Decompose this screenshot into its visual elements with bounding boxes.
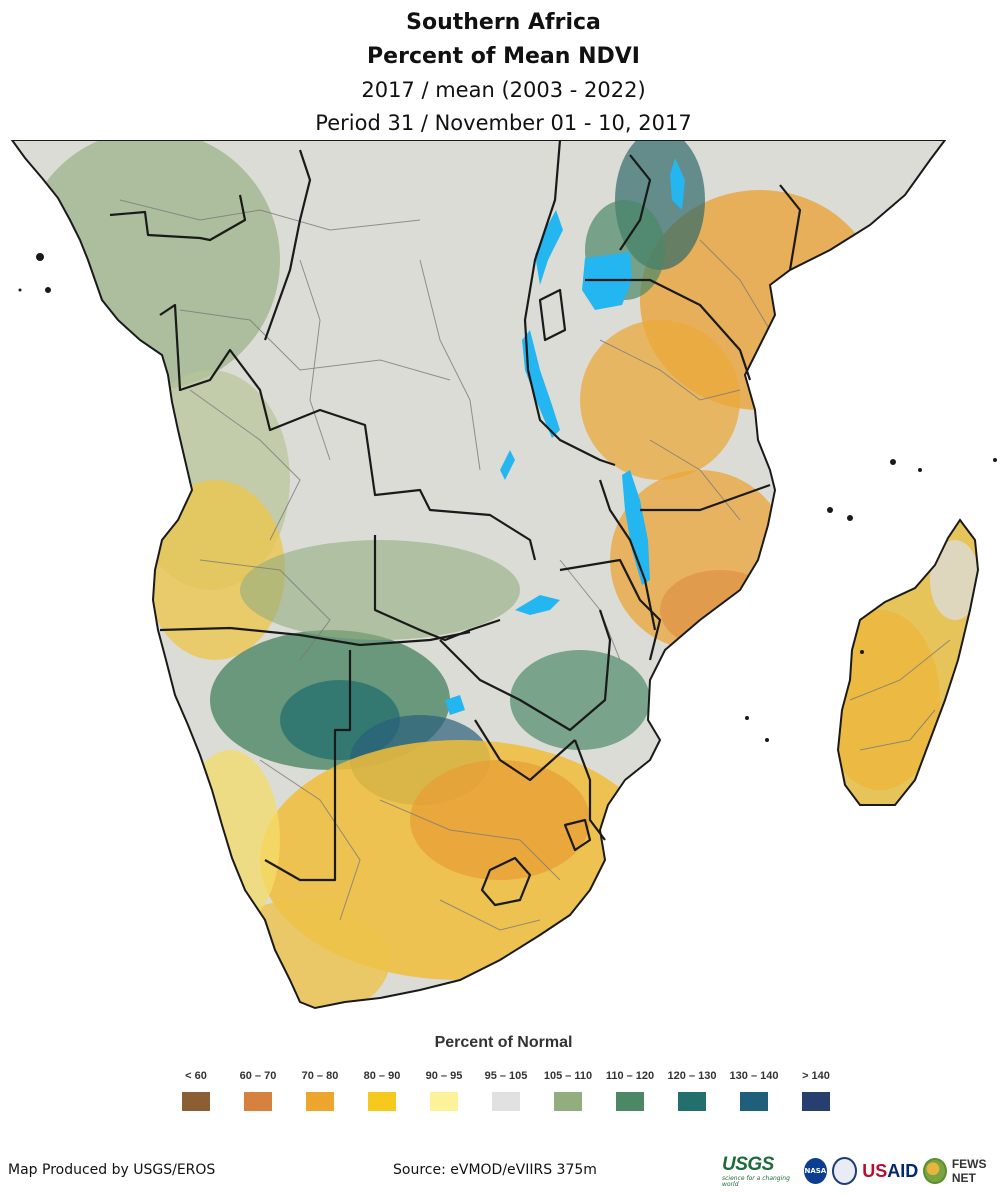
legend-item: 130 – 140 — [723, 1068, 785, 1111]
legend-swatch — [616, 1092, 644, 1111]
legend-label: 70 – 80 — [301, 1070, 339, 1082]
legend-swatch — [244, 1092, 272, 1111]
legend-label: 130 – 140 — [729, 1070, 779, 1082]
legend-swatch — [740, 1092, 768, 1111]
legend-swatch — [678, 1092, 706, 1111]
legend-label: 105 – 110 — [543, 1070, 593, 1082]
legend-swatch — [492, 1092, 520, 1111]
noaa-seal-icon — [831, 1157, 858, 1185]
usgs-logo: USGS science for a changing world — [722, 1154, 790, 1188]
legend-label: 90 – 95 — [425, 1070, 463, 1082]
usaid-logo: USAID — [862, 1160, 919, 1181]
legend-item: < 60 — [165, 1068, 227, 1111]
title-metric: Percent of Mean NDVI — [367, 44, 640, 69]
data-source: Source: eVMOD/eVIIRS 375m — [393, 1162, 597, 1178]
legend-swatch — [554, 1092, 582, 1111]
legend-label: < 60 — [185, 1070, 207, 1082]
legend-item: 95 – 105 — [475, 1068, 537, 1111]
title-region: Southern Africa — [406, 10, 601, 35]
legend-label: 60 – 70 — [239, 1070, 277, 1082]
legend-item: 80 – 90 — [351, 1068, 413, 1111]
ndvi-map — [11, 140, 997, 1009]
nasa-logo: NASA — [803, 1158, 827, 1184]
legend-swatch — [306, 1092, 334, 1111]
legend: < 60 60 – 70 70 – 80 80 – 90 90 – 95 95 – 105… — [165, 1068, 845, 1118]
legend-item: 70 – 80 — [289, 1068, 351, 1111]
title-years: 2017 / mean (2003 - 2022) — [361, 78, 646, 102]
legend-label: > 140 — [802, 1070, 830, 1082]
logo-strip: USGS science for a changing world NASA U… — [722, 1154, 1007, 1188]
map-title-block: Southern Africa Percent of Mean NDVI 201… — [0, 6, 1007, 140]
legend-item: 90 – 95 — [413, 1068, 475, 1111]
legend-title: Percent of Normal — [434, 1034, 573, 1051]
legend-swatch — [368, 1092, 396, 1111]
fews-globe-icon — [923, 1158, 947, 1184]
map-credit: Map Produced by USGS/EROS — [8, 1162, 216, 1178]
legend-label: 95 – 105 — [484, 1070, 528, 1082]
legend-label: 110 – 120 — [605, 1070, 655, 1082]
legend-item: 120 – 130 — [661, 1068, 723, 1111]
legend-swatch — [430, 1092, 458, 1111]
legend-label: 80 – 90 — [363, 1070, 401, 1082]
legend-item: 105 – 110 — [537, 1068, 599, 1111]
legend-swatch — [802, 1092, 830, 1111]
legend-item: 110 – 120 — [599, 1068, 661, 1111]
country-borders — [109, 140, 802, 907]
islands — [18, 253, 997, 742]
legend-label: 120 – 130 — [667, 1070, 717, 1082]
legend-swatch — [182, 1092, 210, 1111]
title-period: Period 31 / November 01 - 10, 2017 — [315, 111, 692, 135]
fews-net-logo: FEWS NET — [951, 1157, 987, 1185]
legend-item: > 140 — [785, 1068, 847, 1111]
admin-boundaries — [119, 199, 771, 931]
legend-item: 60 – 70 — [227, 1068, 289, 1111]
